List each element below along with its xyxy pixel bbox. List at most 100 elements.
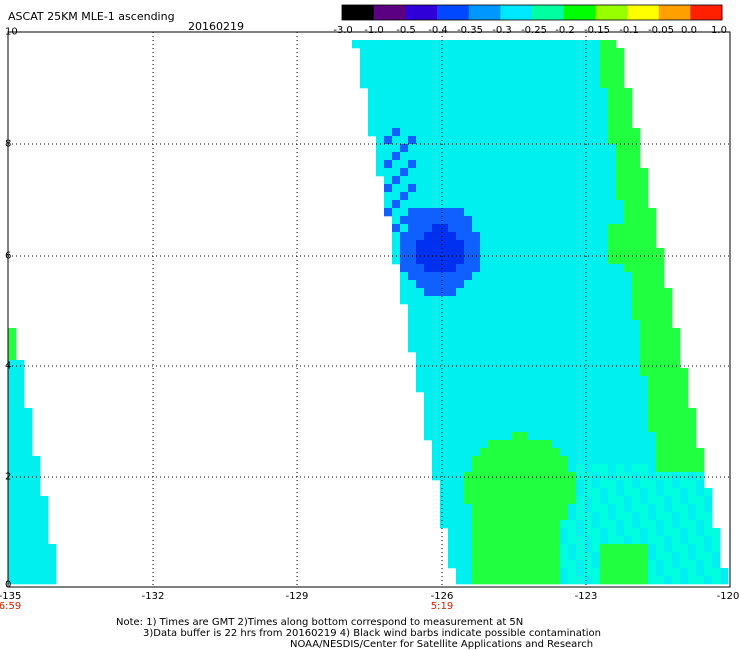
wind-pixel bbox=[632, 504, 641, 513]
wind-pixel bbox=[432, 296, 441, 305]
wind-pixel bbox=[592, 328, 601, 337]
wind-pixel bbox=[424, 200, 433, 209]
wind-pixel bbox=[616, 384, 625, 393]
wind-pixel bbox=[400, 248, 409, 257]
wind-pixel bbox=[32, 456, 41, 465]
wind-pixel bbox=[488, 408, 497, 417]
wind-pixel bbox=[680, 504, 689, 513]
wind-pixel bbox=[600, 296, 609, 305]
wind-pixel bbox=[712, 544, 721, 553]
wind-pixel bbox=[680, 464, 689, 473]
wind-pixel bbox=[32, 496, 41, 505]
wind-pixel bbox=[624, 120, 633, 129]
wind-pixel bbox=[504, 296, 513, 305]
wind-pixel bbox=[632, 128, 641, 137]
wind-pixel bbox=[608, 504, 617, 513]
wind-pixel bbox=[592, 296, 601, 305]
wind-pixel bbox=[536, 568, 545, 577]
wind-pixel bbox=[448, 160, 457, 169]
wind-pixel bbox=[440, 336, 449, 345]
wind-pixel bbox=[600, 96, 609, 105]
wind-pixel bbox=[568, 576, 577, 585]
wind-pixel bbox=[488, 176, 497, 185]
wind-pixel bbox=[504, 120, 513, 129]
wind-pixel bbox=[568, 264, 577, 273]
wind-pixel bbox=[528, 432, 537, 441]
wind-pixel bbox=[8, 472, 17, 481]
wind-pixel bbox=[632, 432, 641, 441]
wind-pixel bbox=[384, 184, 393, 193]
note-line-2: 3)Data buffer is 22 hrs from 20160219 4)… bbox=[143, 628, 601, 639]
wind-pixel bbox=[528, 144, 537, 153]
wind-pixel bbox=[496, 80, 505, 89]
wind-pixel bbox=[528, 480, 537, 489]
wind-pixel bbox=[448, 344, 457, 353]
wind-pixel bbox=[400, 72, 409, 81]
wind-pixel bbox=[424, 304, 433, 313]
wind-pixel bbox=[504, 104, 513, 113]
wind-pixel bbox=[536, 408, 545, 417]
wind-pixel bbox=[528, 408, 537, 417]
wind-pixel bbox=[424, 416, 433, 425]
wind-pixel bbox=[632, 360, 641, 369]
wind-pixel bbox=[408, 160, 417, 169]
wind-pixel bbox=[8, 456, 17, 465]
wind-pixel bbox=[448, 176, 457, 185]
wind-pixel bbox=[472, 408, 481, 417]
wind-pixel bbox=[672, 464, 681, 473]
wind-pixel bbox=[528, 448, 537, 457]
wind-pixel bbox=[688, 568, 697, 577]
wind-pixel bbox=[496, 120, 505, 129]
wind-pixel bbox=[680, 440, 689, 449]
wind-pixel bbox=[552, 480, 561, 489]
wind-pixel bbox=[432, 80, 441, 89]
wind-pixel bbox=[464, 368, 473, 377]
wind-pixel bbox=[416, 248, 425, 257]
wind-pixel bbox=[576, 320, 585, 329]
wind-pixel bbox=[432, 368, 441, 377]
wind-pixel bbox=[560, 400, 569, 409]
wind-pixel bbox=[424, 336, 433, 345]
wind-pixel bbox=[424, 376, 433, 385]
wind-pixel bbox=[24, 456, 33, 465]
x-tick-label: -135 bbox=[0, 591, 22, 602]
wind-pixel bbox=[424, 80, 433, 89]
wind-pixel bbox=[624, 224, 633, 233]
wind-pixel bbox=[504, 168, 513, 177]
wind-pixel bbox=[392, 96, 401, 105]
wind-pixel bbox=[584, 576, 593, 585]
wind-pixel bbox=[568, 464, 577, 473]
wind-pixel bbox=[600, 144, 609, 153]
colorbar-segment bbox=[437, 5, 470, 20]
wind-pixel bbox=[424, 432, 433, 441]
wind-pixel bbox=[512, 184, 521, 193]
wind-pixel bbox=[568, 480, 577, 489]
wind-pixel bbox=[376, 40, 385, 49]
wind-pixel bbox=[608, 384, 617, 393]
wind-pixel bbox=[384, 64, 393, 73]
wind-pixel bbox=[608, 256, 617, 265]
wind-pixel bbox=[592, 512, 601, 521]
wind-pixel bbox=[656, 472, 665, 481]
wind-pixel bbox=[472, 128, 481, 137]
wind-pixel bbox=[592, 120, 601, 129]
wind-pixel bbox=[688, 456, 697, 465]
wind-pixel bbox=[488, 248, 497, 257]
wind-pixel bbox=[552, 64, 561, 73]
wind-pixel bbox=[568, 392, 577, 401]
wind-pixel bbox=[632, 232, 641, 241]
wind-pixel bbox=[8, 328, 17, 337]
wind-pixel bbox=[592, 544, 601, 553]
wind-pixel bbox=[448, 448, 457, 457]
wind-pixel bbox=[440, 456, 449, 465]
wind-pixel bbox=[528, 272, 537, 281]
wind-pixel bbox=[672, 376, 681, 385]
wind-pixel bbox=[600, 64, 609, 73]
wind-pixel bbox=[432, 304, 441, 313]
wind-pixel bbox=[608, 472, 617, 481]
wind-pixel bbox=[408, 120, 417, 129]
wind-pixel bbox=[552, 112, 561, 121]
wind-pixel bbox=[464, 352, 473, 361]
wind-pixel bbox=[616, 80, 625, 89]
wind-pixel bbox=[504, 96, 513, 105]
